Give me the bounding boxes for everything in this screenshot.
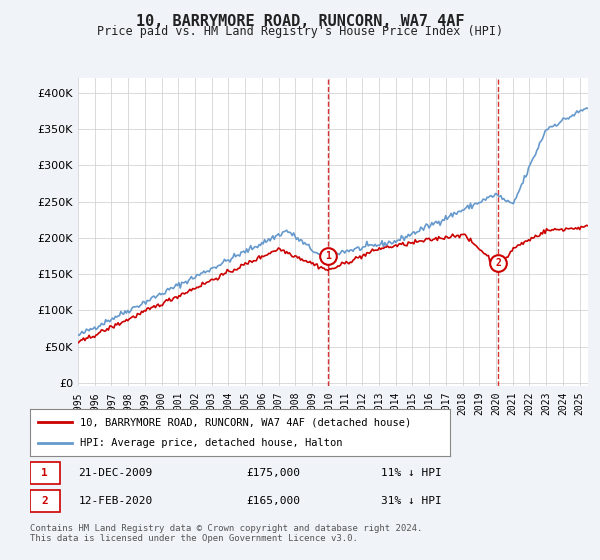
FancyBboxPatch shape <box>30 461 60 484</box>
Text: Contains HM Land Registry data © Crown copyright and database right 2024.
This d: Contains HM Land Registry data © Crown c… <box>30 524 422 543</box>
Text: 11% ↓ HPI: 11% ↓ HPI <box>381 468 442 478</box>
Text: 31% ↓ HPI: 31% ↓ HPI <box>381 496 442 506</box>
Text: 10, BARRYMORE ROAD, RUNCORN, WA7 4AF (detached house): 10, BARRYMORE ROAD, RUNCORN, WA7 4AF (de… <box>80 417 412 427</box>
Text: £165,000: £165,000 <box>246 496 300 506</box>
Text: 2: 2 <box>41 496 48 506</box>
Text: HPI: Average price, detached house, Halton: HPI: Average price, detached house, Halt… <box>80 438 343 448</box>
FancyBboxPatch shape <box>30 490 60 512</box>
Text: £175,000: £175,000 <box>246 468 300 478</box>
Text: 1: 1 <box>325 251 331 261</box>
Text: Price paid vs. HM Land Registry's House Price Index (HPI): Price paid vs. HM Land Registry's House … <box>97 25 503 38</box>
Text: 2: 2 <box>495 258 501 268</box>
Text: 12-FEB-2020: 12-FEB-2020 <box>79 496 153 506</box>
Text: 1: 1 <box>41 468 48 478</box>
Text: 21-DEC-2009: 21-DEC-2009 <box>79 468 153 478</box>
Text: 10, BARRYMORE ROAD, RUNCORN, WA7 4AF: 10, BARRYMORE ROAD, RUNCORN, WA7 4AF <box>136 14 464 29</box>
